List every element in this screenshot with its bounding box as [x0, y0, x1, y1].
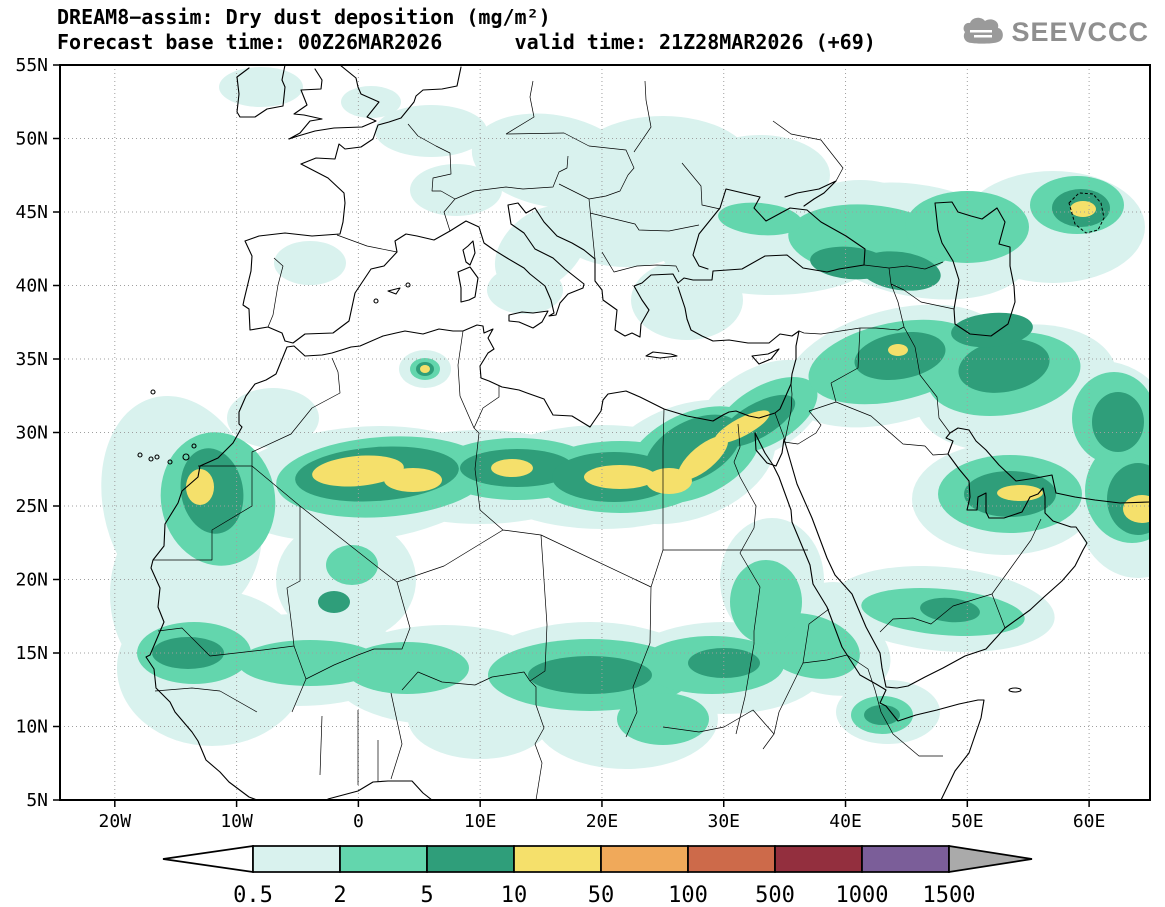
lat-tick-label: 25N: [15, 496, 48, 517]
aral-sea-outline: [1068, 192, 1105, 234]
seevccc-logo: SEEVCCC: [960, 16, 1149, 48]
island-corsica: [462, 240, 476, 266]
island-sicily: [508, 310, 549, 329]
cloud-icon: [964, 17, 1004, 44]
colorbar-segment: [600, 845, 689, 873]
coastline-britain: [288, 65, 380, 140]
lon-tick-label: 0: [353, 811, 364, 832]
small-islands: [137, 282, 1022, 693]
lat-tick-label: 50N: [15, 129, 48, 150]
colorbar-level-label: 0.5: [233, 883, 273, 907]
logo-text: SEEVCCC: [1011, 16, 1149, 47]
lat-tick-label: 45N: [15, 202, 48, 223]
lon-tick-label: 10W: [220, 811, 253, 832]
lat-tick-label: 5N: [26, 790, 48, 811]
colorbar-level-label: 2: [333, 883, 346, 907]
colorbar-segment: [426, 845, 515, 873]
lon-tick-label: 10E: [464, 811, 497, 832]
island-mallorca: [387, 287, 401, 295]
dust-deposition-field: [101, 67, 1150, 769]
nile-river: [733, 423, 761, 735]
colorbar-segment: [513, 845, 602, 873]
colorbar-level-label: 500: [755, 883, 795, 907]
lon-tick-label: 60E: [1073, 811, 1106, 832]
coastline-north-france: [300, 66, 462, 165]
coastline-gulf-of-guinea: [327, 780, 433, 800]
colorbar-segment: [252, 845, 341, 873]
colorbar-right-arrow: [948, 845, 1033, 873]
coastline-africa-north: [145, 286, 800, 800]
lat-tick-label: 35N: [15, 349, 48, 370]
island-sardinia: [457, 266, 479, 303]
lon-tick-label: 20W: [99, 811, 132, 832]
colorbar-level-label: 100: [668, 883, 708, 907]
colorbar-level-label: 10: [501, 883, 528, 907]
lon-tick-label: 50E: [951, 811, 984, 832]
lat-tick-label: 15N: [15, 643, 48, 664]
colorbar-segment: [339, 845, 428, 873]
colorbar-segment: [687, 845, 776, 873]
coastline-europe: [242, 163, 866, 344]
plot-subtitle: Forecast base time: 00Z26MAR2026 valid t…: [57, 30, 876, 54]
colorbar-level-label: 50: [588, 883, 615, 907]
colorbar-level-label: 1000: [836, 883, 889, 907]
lon-tick-label: 20E: [586, 811, 619, 832]
lat-tick-label: 20N: [15, 570, 48, 591]
island-cyprus: [751, 348, 780, 365]
colorbar-segment: [774, 845, 863, 873]
axis-labels: 20W 10W 0 10E 20E 30E 40E 50E 60E 55N 50N 45N 40N 35N…: [15, 55, 1105, 832]
lon-tick-label: 30E: [707, 811, 740, 832]
coastline-red-sea-africa: [754, 432, 985, 800]
coastline-layer: [137, 65, 1150, 800]
coastline-ireland: [236, 65, 286, 118]
island-crete: [645, 351, 678, 359]
plot-title: DREAM8−assim: Dry dust deposition (mg/m²…: [57, 5, 551, 29]
borders-africa: [153, 330, 943, 800]
coastline-arabia-iran: [754, 427, 1150, 689]
borders-middle-east: [774, 261, 1042, 633]
caspian-sea-outline: [934, 201, 1016, 337]
lat-tick-label: 55N: [15, 55, 48, 76]
colorbar-level-label: 5: [420, 883, 433, 907]
colorbar-segment: [861, 845, 950, 873]
lat-tick-label: 10N: [15, 717, 48, 738]
colorbar-level-label: 1500: [923, 883, 976, 907]
lat-tick-label: 30N: [15, 423, 48, 444]
lat-tick-label: 40N: [15, 276, 48, 297]
colorbar: 0.5 2 5 10 50 100 500 1000 1500: [162, 845, 1033, 907]
borders-europe: [267, 80, 844, 328]
lon-tick-label: 40E: [829, 811, 862, 832]
